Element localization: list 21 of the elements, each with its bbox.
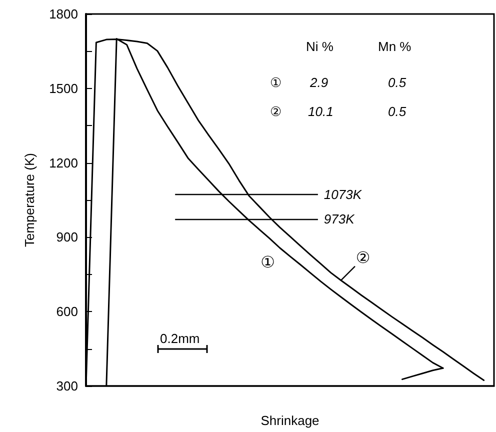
annotation: 0.5 [388,104,407,119]
y-tick-label: 600 [56,304,78,320]
series-label: ② [356,250,370,267]
annotation: 0.5 [388,75,407,90]
y-axis-title: Temperature (K) [22,153,37,247]
annotation: 0.2mm [160,331,200,346]
text: ① [270,75,282,90]
y-tick-label: 1200 [49,155,78,170]
annotation: Mn % [378,39,412,54]
annotation: Ni % [306,39,334,54]
annotation: 10.1 [308,104,334,119]
x-axis-title: Shrinkage [260,413,320,428]
text: ② [270,104,282,119]
y-tick-label: 300 [56,378,78,394]
series-label: ① [260,254,275,272]
ref-line-label: 1073K [324,186,363,202]
y-tick-label: 900 [56,230,78,245]
annotation: 2.9 [309,75,328,90]
y-tick-label: 1800 [49,6,78,22]
ref-line-label: 973K [324,212,356,227]
y-tick-label: 1500 [49,80,78,96]
